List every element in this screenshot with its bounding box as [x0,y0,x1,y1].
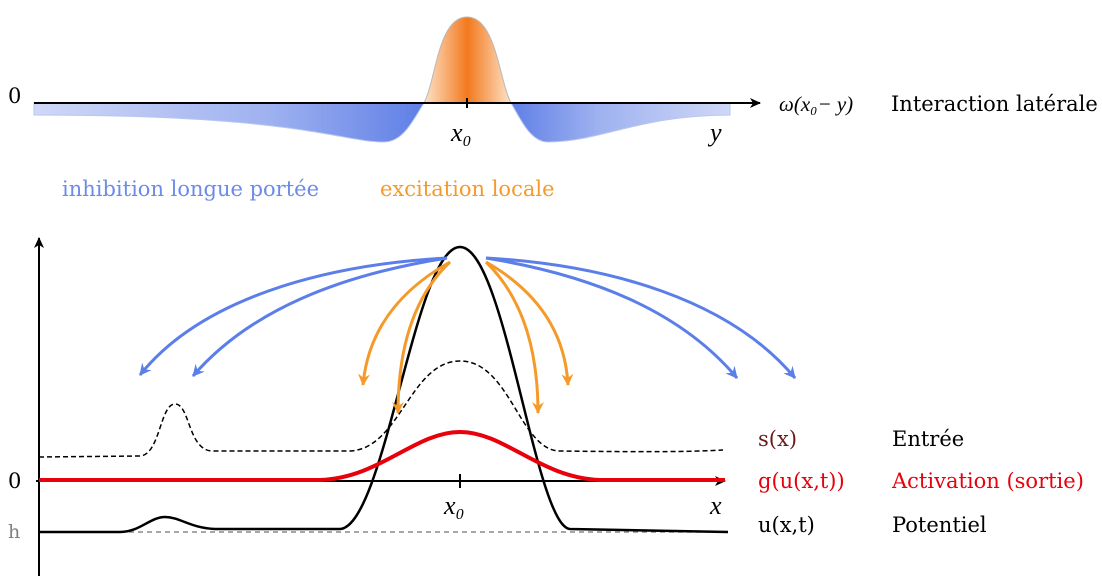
field-panel [34,237,797,576]
omega-label: ω(x₀− y) [779,92,853,116]
excitation-arrow-1 [358,260,451,386]
top-zero-label: 0 [8,84,21,108]
inhibition-arrow-3 [485,256,739,379]
bottom-x0-label: x₀ [443,491,465,520]
interaction-label: Interaction latérale [891,92,1098,116]
inhibition-arrow-2 [191,256,448,377]
excitation-arrow-4 [485,260,574,386]
input-symbol: s(x) [758,427,797,451]
activation-symbol: g(u(x,t)) [758,469,845,493]
inhibition-label: inhibition longue portée [62,177,319,201]
inhibition-arrow-1 [138,256,448,376]
inhibition-arrow-4 [485,256,797,379]
inhibition-lobe-right [510,102,731,143]
bottom-zero-label: 0 [8,469,21,493]
top-y-label: y [707,118,722,147]
input-name: Entrée [892,427,964,451]
potential-name: Potentiel [892,513,987,537]
excitation-arrow-2 [392,260,452,414]
input-curve-s [38,360,724,458]
bottom-x-label: x [709,491,722,520]
interaction-kernel-panel [33,16,761,143]
excitation-arrow-3 [484,260,544,414]
potential-curve-u [39,245,729,534]
threshold-h-label: h [8,521,20,543]
potential-symbol: u(x,t) [758,513,815,537]
excitation-peak [423,16,512,104]
inhibition-lobe-left [33,102,425,143]
excitation-label: excitation locale [380,177,555,201]
activation-curve-g [39,429,725,482]
top-x0-label: x₀ [450,118,472,147]
activation-name: Activation (sortie) [891,469,1084,493]
